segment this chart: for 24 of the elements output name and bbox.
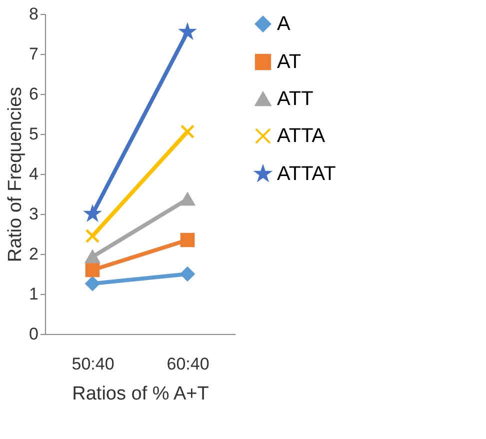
y-tick-label: 6 — [29, 84, 38, 104]
x-axis-title: Ratios of % A+T — [72, 384, 210, 404]
y-axis-title: Ratio of Frequencies — [5, 86, 26, 262]
legend-label: ATTAT — [277, 163, 336, 185]
legend-label: A — [277, 13, 291, 35]
point — [180, 232, 195, 248]
y-tick-label: 8 — [29, 4, 38, 24]
point — [85, 228, 100, 244]
point — [180, 266, 195, 282]
y-tick-label: 7 — [29, 44, 38, 64]
legend-label: AT — [277, 51, 302, 73]
point — [85, 276, 100, 291]
legend-label: ATT — [277, 88, 314, 110]
y-tick-label: 4 — [29, 164, 38, 184]
y-tick-label: 5 — [29, 124, 38, 144]
legend-label: ATTA — [277, 125, 326, 147]
y-tick-label: 0 — [29, 324, 38, 344]
point — [180, 124, 195, 139]
y-tick-label: 1 — [29, 284, 38, 304]
x-tick-label: 60:40 — [166, 354, 210, 374]
y-tick-label: 2 — [29, 244, 38, 264]
x-tick-label: 50:40 — [72, 354, 114, 374]
y-tick-label: 3 — [29, 204, 38, 224]
point — [85, 262, 100, 278]
